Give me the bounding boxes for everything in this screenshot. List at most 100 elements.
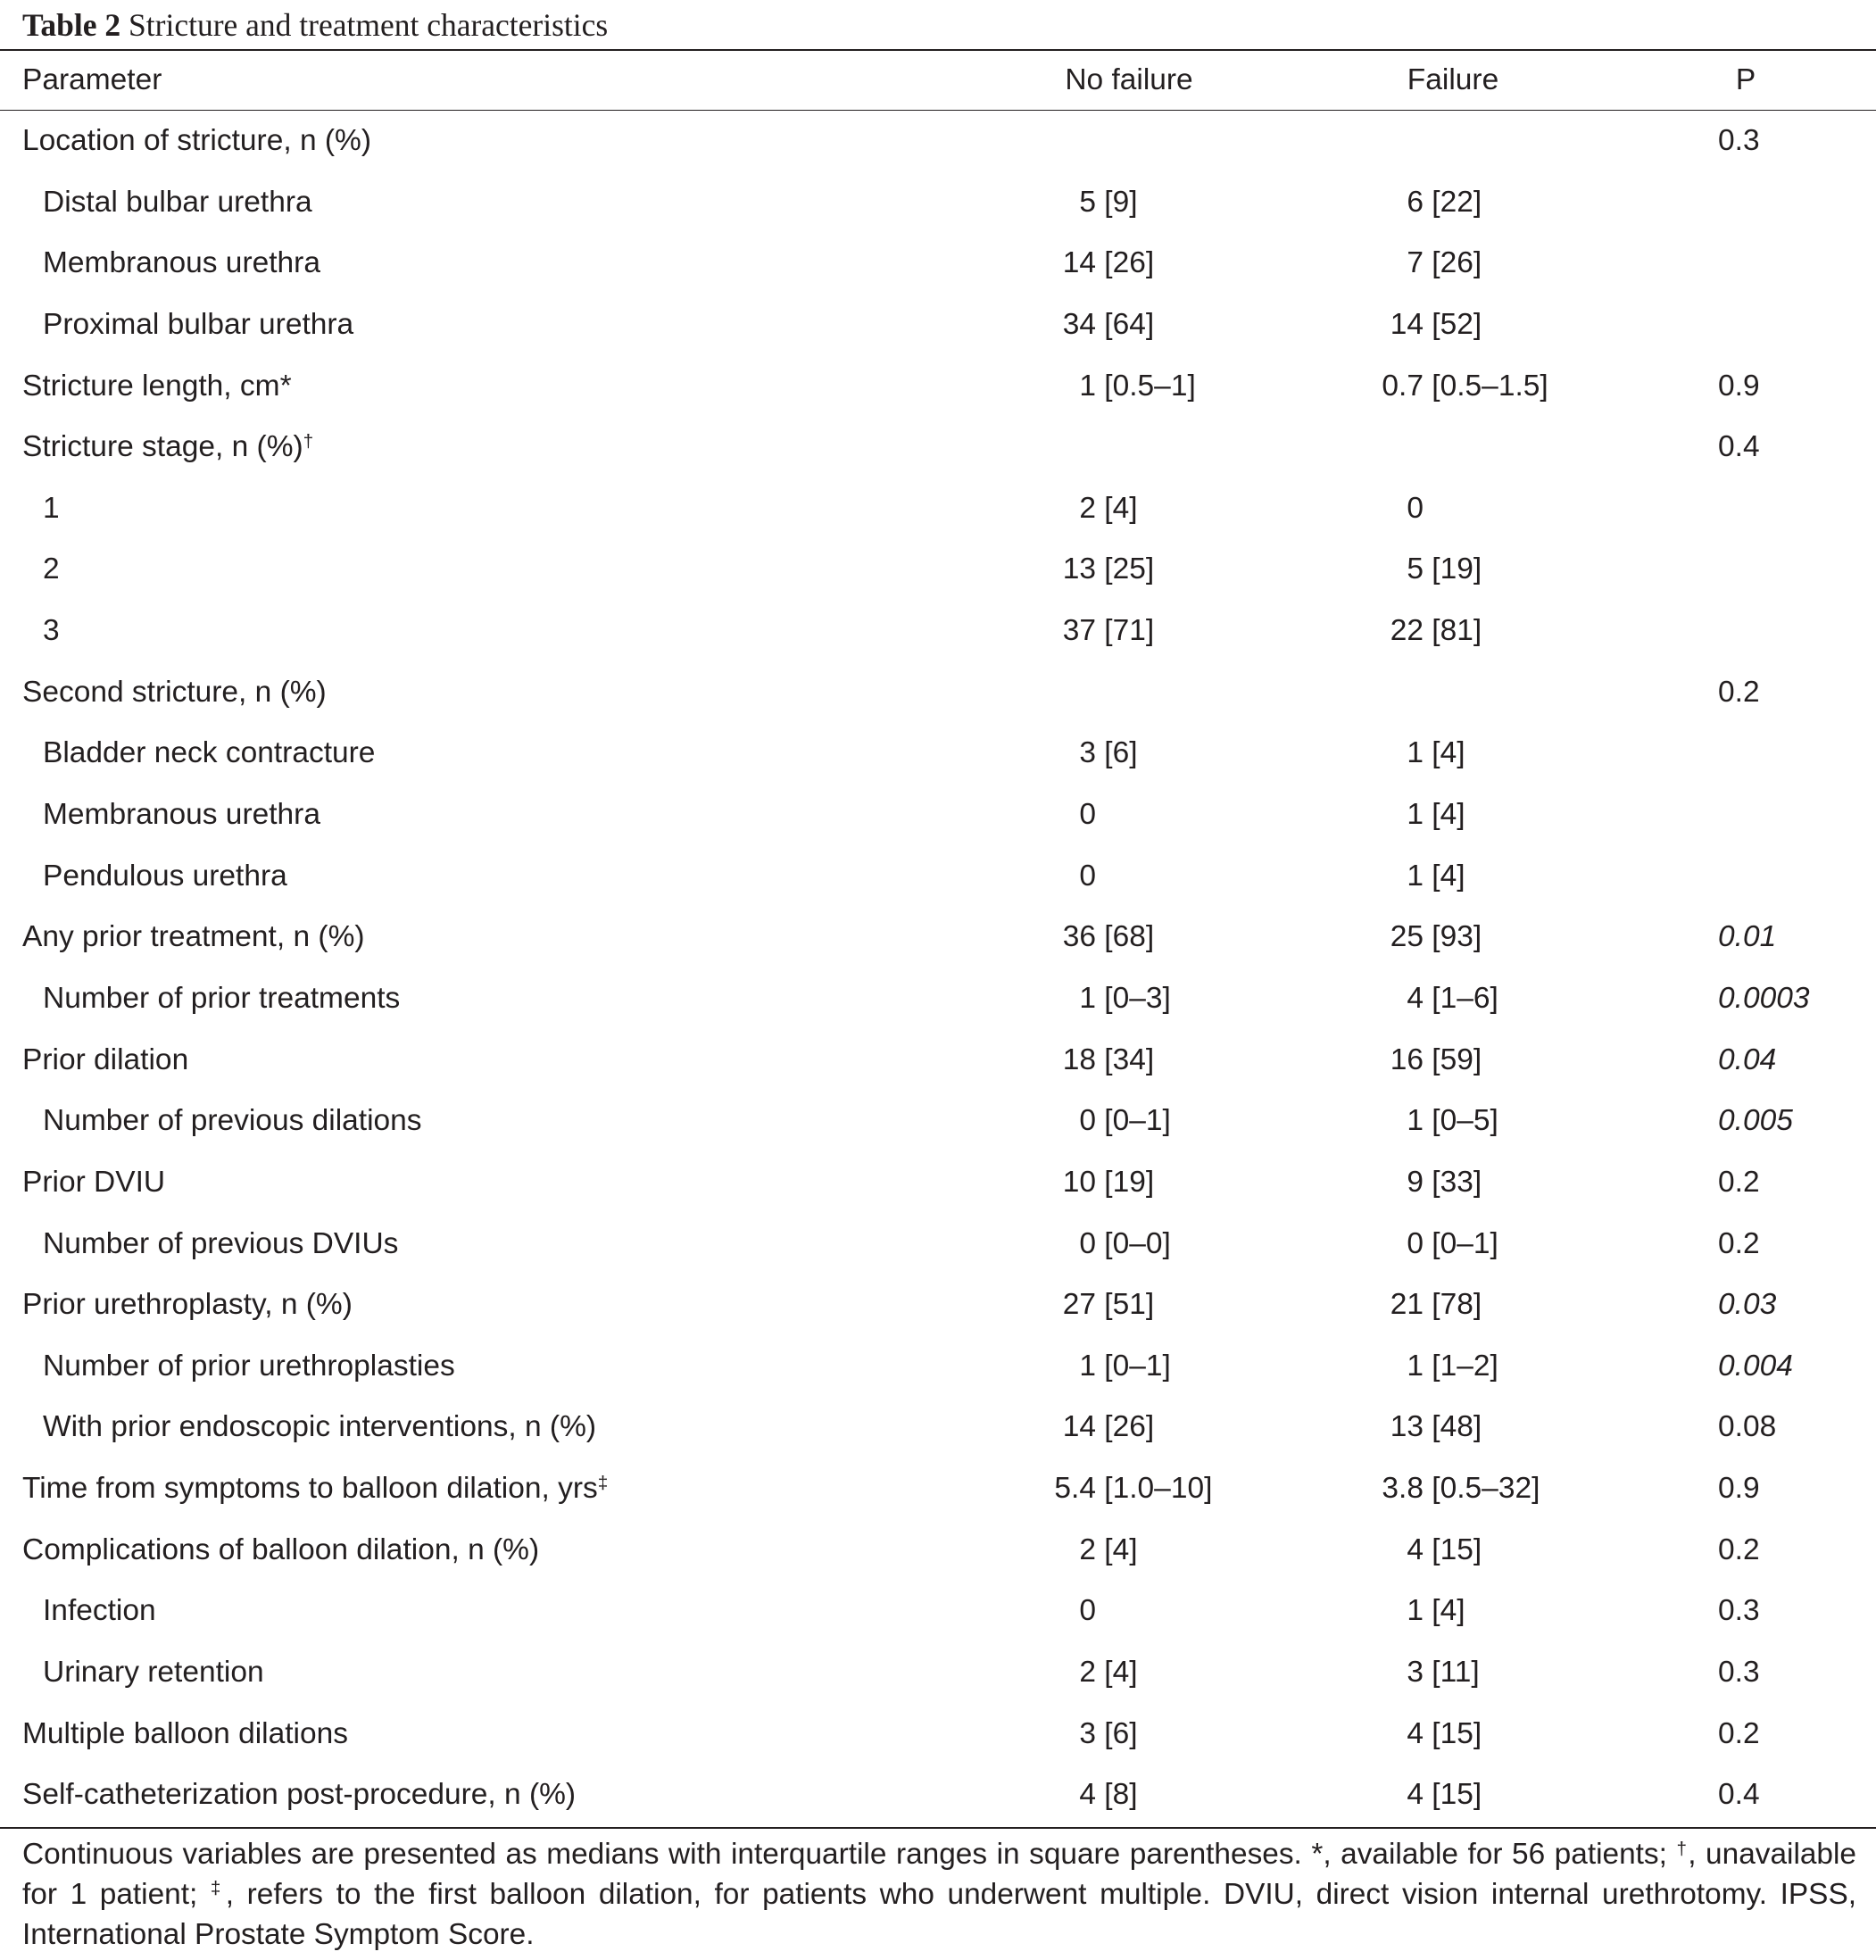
- failure-value: 13 [48]: [1316, 1397, 1482, 1458]
- value-main: 18: [1062, 1042, 1096, 1076]
- value-main: 5: [1079, 185, 1096, 219]
- failure-value: 5 [19]: [1316, 539, 1482, 601]
- parameter-label: Number of prior treatments: [43, 981, 401, 1015]
- value-main: 1: [1407, 859, 1424, 893]
- value-main: 3: [1079, 736, 1096, 770]
- value-bracket: [52]: [1424, 307, 1482, 341]
- table-subrow: Number of previous DVIUs 0 [0–0] 0 [0–1] 0.…: [0, 1214, 1876, 1275]
- parameter-label: Stricture length, cm*: [22, 369, 292, 403]
- value-main: 25: [1390, 920, 1424, 954]
- table-subrow: Membranous urethra 14 [26] 7 [26]: [0, 233, 1876, 295]
- value-bracket: [34]: [1096, 1042, 1155, 1076]
- failure-value: 3 [11]: [1316, 1642, 1480, 1704]
- failure-value: 4 [15]: [1316, 1765, 1482, 1826]
- no-failure-value: 0: [989, 785, 1096, 846]
- parameter-label: Urinary retention: [43, 1656, 264, 1690]
- failure-value: 25 [93]: [1316, 907, 1482, 968]
- value-bracket: [4]: [1424, 859, 1465, 893]
- parameter-label: Proximal bulbar urethra: [43, 307, 354, 341]
- value-main: 1: [1407, 1594, 1424, 1628]
- value-main: 27: [1062, 1288, 1096, 1322]
- value-main: 21: [1390, 1288, 1424, 1322]
- value-bracket: [26]: [1424, 246, 1482, 280]
- value-bracket: [68]: [1096, 920, 1155, 954]
- value-bracket: [4]: [1424, 798, 1465, 832]
- p-value: 0.2: [1718, 675, 1760, 709]
- p-value: 0.004: [1718, 1349, 1793, 1383]
- parameter-label: 3: [43, 614, 60, 648]
- table-subrow: Pendulous urethra 0 1 [4]: [0, 846, 1876, 908]
- table-subrow: Number of previous dilations 0 [0–1] 1 [0–…: [0, 1091, 1876, 1152]
- top-rule: [0, 49, 1876, 51]
- value-main: 2: [1079, 491, 1096, 525]
- value-bracket: [59]: [1424, 1042, 1482, 1076]
- value-main: 34: [1062, 307, 1096, 341]
- table-row: Prior dilation 18 [34] 16 [59] 0.04: [0, 1030, 1876, 1092]
- parameter-label: Multiple balloon dilations: [22, 1716, 348, 1750]
- value-bracket: [0–1]: [1096, 1349, 1171, 1383]
- p-value: 0.0003: [1718, 981, 1810, 1015]
- failure-value: 0.7 [0.5–1.5]: [1316, 356, 1548, 418]
- failure-value: 16 [59]: [1316, 1030, 1482, 1092]
- failure-value: 1 [4]: [1316, 785, 1465, 846]
- no-failure-value: 3 [6]: [989, 723, 1137, 785]
- p-value: 0.4: [1718, 1778, 1760, 1812]
- parameter-label: Complications of balloon dilation, n (%): [22, 1532, 540, 1566]
- value-main: 6: [1407, 185, 1424, 219]
- value-main: 14: [1062, 1410, 1096, 1444]
- value-bracket: [11]: [1424, 1656, 1480, 1690]
- table-subrow: 1 2 [4] 0: [0, 478, 1876, 540]
- bottom-rule: [0, 1826, 1876, 1829]
- table-row: Time from symptoms to balloon dilation, …: [0, 1458, 1876, 1520]
- value-bracket: [4]: [1424, 736, 1465, 770]
- failure-value: 14 [52]: [1316, 295, 1482, 356]
- table-number: Table 2: [22, 7, 121, 43]
- failure-value: 7 [26]: [1316, 233, 1482, 295]
- value-bracket: [78]: [1424, 1288, 1482, 1322]
- p-value: 0.08: [1718, 1410, 1777, 1444]
- value-bracket: [1.0–10]: [1096, 1472, 1213, 1506]
- table-header-row: Parameter No failure Failure P: [0, 51, 1876, 110]
- table-subrow: Number of prior treatments 1 [0–3] 4 [1–6]…: [0, 968, 1876, 1030]
- value-bracket: [4]: [1096, 491, 1138, 525]
- failure-value: 1 [4]: [1316, 846, 1465, 908]
- footnote-marker: †: [303, 430, 314, 452]
- value-bracket: [4]: [1096, 1532, 1138, 1566]
- value-main: 3: [1079, 1716, 1096, 1750]
- value-main: 4: [1079, 1778, 1096, 1812]
- parameter-label: Pendulous urethra: [43, 859, 287, 893]
- value-bracket: [1–6]: [1424, 981, 1498, 1015]
- value-main: 1: [1079, 981, 1096, 1015]
- value-main: 4: [1407, 1532, 1424, 1566]
- parameter-label: Membranous urethra: [43, 246, 320, 280]
- value-bracket: [4]: [1096, 1656, 1138, 1690]
- column-header-parameter: Parameter: [22, 63, 162, 96]
- value-main: 0: [1079, 798, 1096, 832]
- failure-value: 21 [78]: [1316, 1275, 1482, 1336]
- value-bracket: [9]: [1096, 185, 1138, 219]
- column-header-failure: Failure: [1407, 63, 1499, 96]
- failure-value: 1 [4]: [1316, 1581, 1465, 1642]
- parameter-label: Prior urethroplasty, n (%): [22, 1288, 353, 1322]
- parameter-label: Self-catheterization post-procedure, n (…: [22, 1778, 577, 1812]
- no-failure-value: 1 [0–3]: [989, 968, 1170, 1030]
- header-rule: [0, 109, 1876, 111]
- value-bracket: [26]: [1096, 1410, 1155, 1444]
- value-main: 3: [1407, 1656, 1424, 1690]
- value-main: 14: [1062, 246, 1096, 280]
- value-bracket: [0–1]: [1424, 1226, 1498, 1260]
- no-failure-value: 5.4 [1.0–10]: [989, 1458, 1212, 1520]
- value-bracket: [6]: [1096, 1716, 1138, 1750]
- no-failure-value: 13 [25]: [989, 539, 1154, 601]
- parameter-label: Distal bulbar urethra: [43, 185, 312, 219]
- value-bracket: [19]: [1096, 1165, 1155, 1199]
- no-failure-value: 2 [4]: [989, 478, 1138, 540]
- failure-value: 6 [22]: [1316, 172, 1482, 234]
- value-main: 1: [1407, 798, 1424, 832]
- column-header-no-failure: No failure: [1065, 63, 1193, 96]
- no-failure-value: 0: [989, 846, 1096, 908]
- value-main: 37: [1062, 614, 1096, 648]
- failure-value: 9 [33]: [1316, 1152, 1482, 1214]
- value-main: 1: [1407, 736, 1424, 770]
- no-failure-value: 10 [19]: [989, 1152, 1154, 1214]
